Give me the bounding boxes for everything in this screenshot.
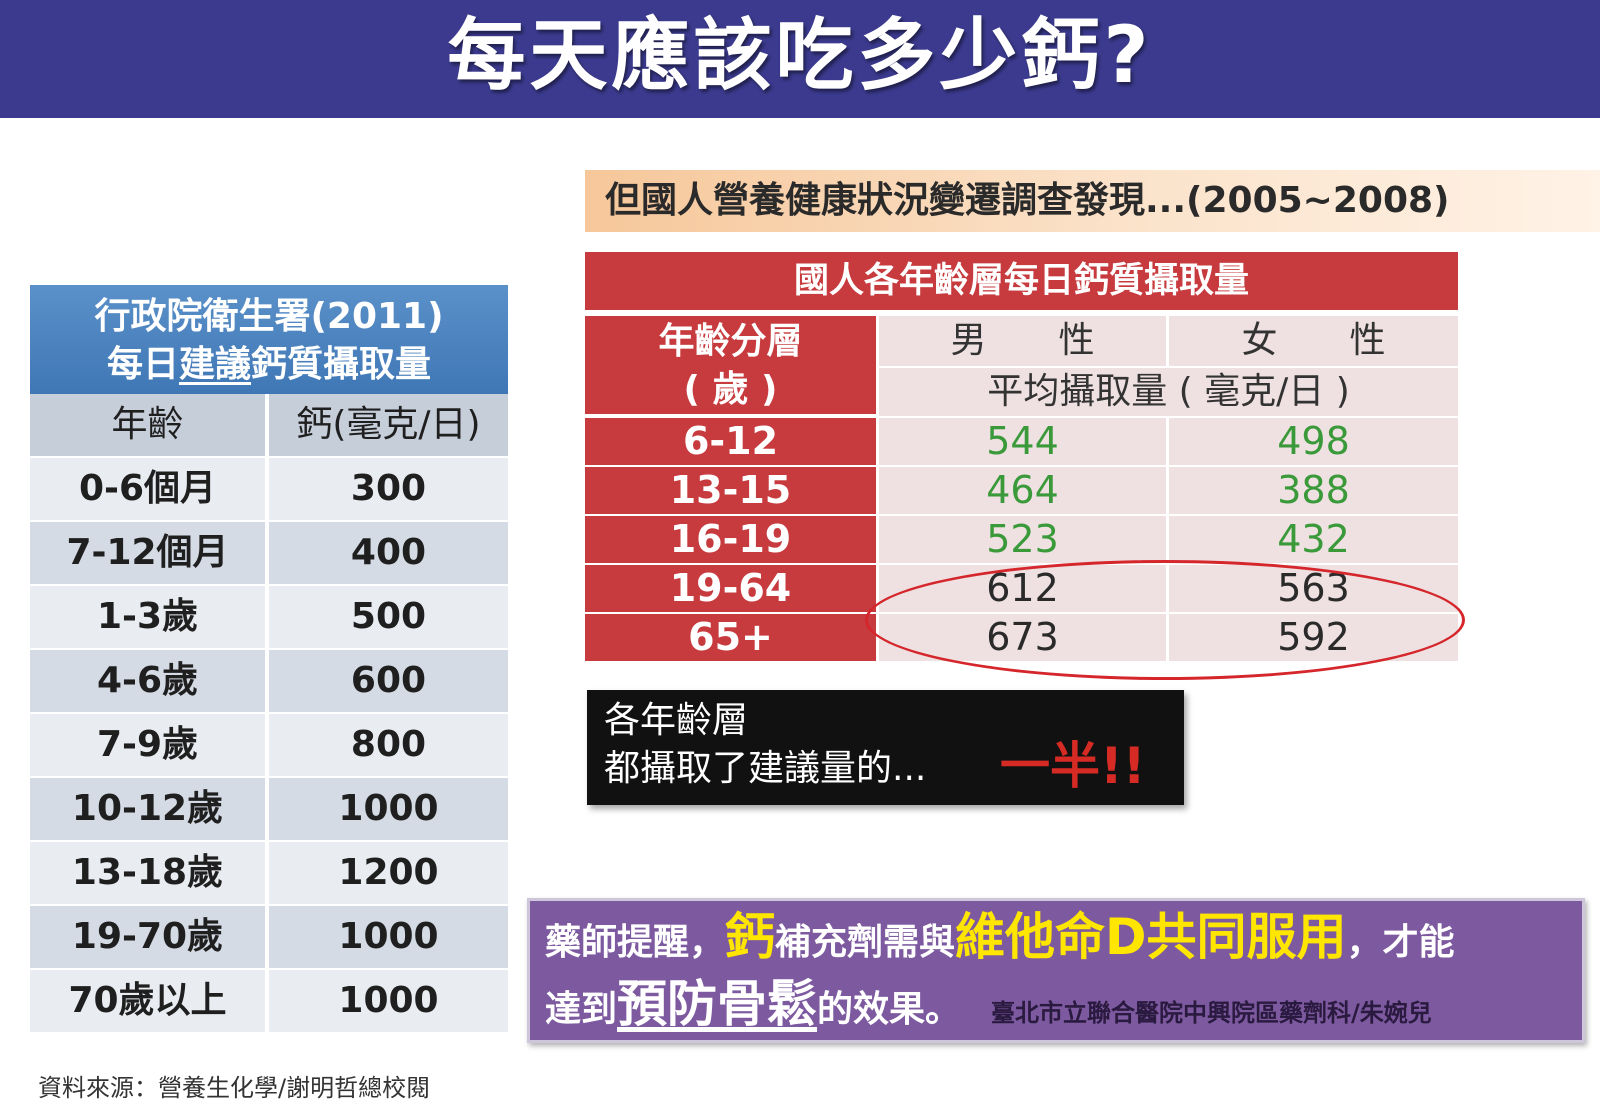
pharmacist-credit: 臺北市立聯合醫院中興院區藥劑科/朱婉兒	[991, 999, 1432, 1027]
row-age: 4-6歲	[30, 650, 265, 712]
table-row: 4-6歲 600	[30, 650, 508, 712]
intake-age: 16-19	[585, 516, 876, 563]
recommended-table-header-line2: 每日建議鈣質攝取量	[30, 341, 508, 389]
intake-female: 388	[1169, 467, 1458, 514]
table-row: 19-70歲 1000	[30, 906, 508, 968]
note-line2: 都攝取了建議量的...	[604, 748, 927, 789]
highlight-ellipse	[865, 560, 1465, 680]
age-header-line1: 年齡分層	[658, 321, 803, 362]
table-row: 13-18歲 1200	[30, 842, 508, 904]
row-age: 7-9歲	[30, 714, 265, 776]
table-row: 10-12歲 1000	[30, 778, 508, 840]
survey-banner	[585, 170, 1600, 232]
title-bar	[0, 0, 1600, 118]
recommended-table-header: 行政院衛生署(2011) 每日建議鈣質攝取量	[30, 285, 508, 394]
intake-table-age-header: 年齡分層 ( 歲 )	[585, 316, 876, 414]
header-text-underlined: 建議	[178, 344, 251, 385]
row-value: 300	[269, 458, 508, 520]
row-value: 600	[269, 650, 508, 712]
intake-table-title: 國人各年齡層每日鈣質攝取量	[585, 252, 1458, 310]
row-value: 1200	[269, 842, 508, 904]
reminder-text: ，才能	[1346, 922, 1455, 963]
intake-age: 65+	[585, 614, 876, 661]
survey-banner-text: 但國人營養健康狀況變遷調查發現...(2005~2008)	[605, 180, 1450, 221]
intake-age: 13-15	[585, 467, 876, 514]
table-row: 0-6個月 300	[30, 458, 508, 520]
row-age: 10-12歲	[30, 778, 265, 840]
row-age: 70歲以上	[30, 970, 265, 1032]
note-line1: 各年齡層	[604, 700, 749, 741]
note-box	[587, 690, 1184, 805]
note-emphasis: 一半!!	[1000, 737, 1146, 795]
age-header-line2: ( 歲 )	[683, 369, 778, 410]
intake-age: 19-64	[585, 565, 876, 612]
intake-female: 432	[1169, 516, 1458, 563]
column-calcium: 鈣(毫克/日)	[269, 394, 508, 456]
pharmacist-line2: 達到預防骨鬆的效果。 臺北市立聯合醫院中興院區藥劑科/朱婉兒	[545, 970, 1432, 1038]
reminder-text: 藥師提醒，	[545, 922, 726, 963]
row-age: 7-12個月	[30, 522, 265, 584]
page-title: 每天應該吃多少鈣?	[447, 11, 1153, 101]
reminder-text: 補充劑需與	[775, 922, 956, 963]
pharmacist-line1: 藥師提醒，鈣補充劑需與維他命D共同服用，才能	[545, 903, 1455, 971]
intake-row: 16-19 523 432	[585, 516, 1458, 563]
intake-age: 6-12	[585, 418, 876, 465]
row-value: 400	[269, 522, 508, 584]
header-text-pre: 每日	[106, 344, 179, 385]
calcium-highlight: 鈣	[725, 908, 776, 966]
intake-row: 6-12 544 498	[585, 418, 1458, 465]
recommended-table-column-header: 年齡 鈣(毫克/日)	[30, 394, 508, 456]
table-row: 7-12個月 400	[30, 522, 508, 584]
row-value: 1000	[269, 970, 508, 1032]
vitamin-d-highlight: 維他命D共同服用	[955, 908, 1347, 966]
intake-row: 13-15 464 388	[585, 467, 1458, 514]
female-header: 女 性	[1169, 316, 1458, 366]
intake-male: 544	[879, 418, 1166, 465]
reminder-text: 達到	[545, 989, 618, 1030]
intake-female: 498	[1169, 418, 1458, 465]
row-age: 13-18歲	[30, 842, 265, 904]
recommended-table-header-line1: 行政院衛生署(2011)	[94, 296, 444, 337]
row-value: 1000	[269, 906, 508, 968]
reminder-text: 的效果。	[817, 989, 962, 1030]
unit-header: 平均攝取量 ( 毫克/日 )	[879, 368, 1458, 416]
row-value: 500	[269, 586, 508, 648]
row-value: 800	[269, 714, 508, 776]
intake-male: 464	[879, 467, 1166, 514]
column-age: 年齡	[30, 394, 265, 456]
source-citation: 資料來源：營養生化學/謝明哲總校閱	[38, 1074, 431, 1102]
row-age: 0-6個月	[30, 458, 265, 520]
row-age: 19-70歲	[30, 906, 265, 968]
row-age: 1-3歲	[30, 586, 265, 648]
table-row: 1-3歲 500	[30, 586, 508, 648]
table-row: 7-9歲 800	[30, 714, 508, 776]
intake-male: 523	[879, 516, 1166, 563]
header-text-post: 鈣質攝取量	[251, 344, 432, 385]
male-header: 男 性	[879, 316, 1166, 366]
prevent-osteoporosis-text: 預防骨鬆	[617, 975, 818, 1033]
pharmacist-reminder-box	[527, 898, 1585, 1043]
table-row: 70歲以上 1000	[30, 970, 508, 1032]
row-value: 1000	[269, 778, 508, 840]
